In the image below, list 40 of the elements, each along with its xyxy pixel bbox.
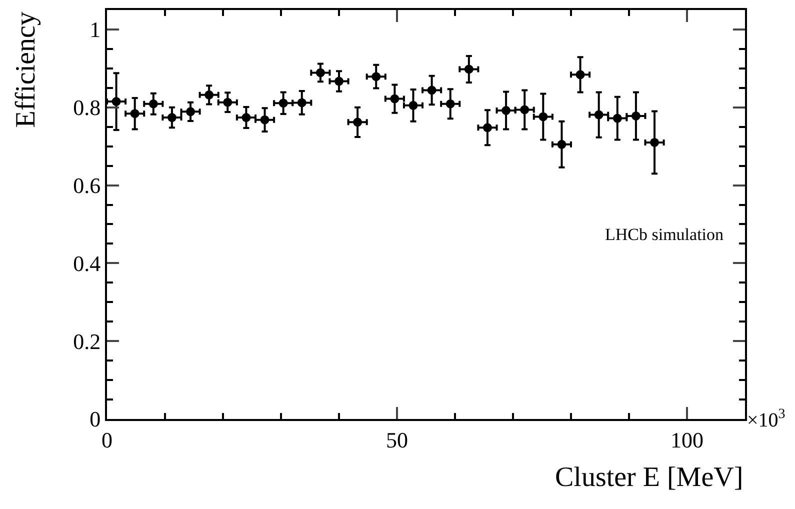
point bbox=[520, 105, 530, 114]
text: ×10$^{3}$ bbox=[747, 407, 786, 432]
point bbox=[502, 106, 511, 115]
point bbox=[334, 76, 344, 86]
x-tick-label: 50 bbox=[386, 427, 408, 452]
point bbox=[482, 123, 492, 132]
point bbox=[297, 98, 306, 108]
point bbox=[316, 68, 325, 78]
y-tick-label: 1 bbox=[90, 17, 101, 42]
point bbox=[612, 114, 622, 123]
point bbox=[148, 99, 158, 108]
point bbox=[631, 111, 640, 120]
point bbox=[278, 98, 288, 108]
y-tick-label: 0.8 bbox=[73, 95, 101, 120]
point bbox=[167, 113, 176, 122]
point bbox=[223, 98, 232, 107]
y-tick-label: 0 bbox=[90, 406, 101, 432]
point bbox=[390, 94, 400, 104]
point bbox=[242, 113, 251, 122]
point bbox=[260, 115, 270, 124]
point bbox=[353, 118, 362, 127]
point bbox=[576, 70, 585, 80]
point bbox=[594, 110, 604, 120]
point bbox=[557, 140, 566, 149]
point bbox=[538, 112, 548, 122]
y-axis-title: Efficiency bbox=[10, 12, 42, 128]
point bbox=[446, 99, 455, 108]
annotation: LHCb simulation bbox=[605, 225, 724, 244]
y-tick-label: 0.2 bbox=[73, 328, 101, 354]
point bbox=[427, 86, 436, 95]
point bbox=[112, 97, 121, 106]
point bbox=[650, 138, 660, 147]
y-tick-label: 0.6 bbox=[73, 172, 101, 198]
x-axis-title: Cluster E [MeV] bbox=[555, 462, 744, 493]
point bbox=[372, 72, 381, 82]
point bbox=[130, 109, 140, 118]
point bbox=[408, 100, 418, 110]
y-tick-label: 0.4 bbox=[73, 250, 101, 276]
x-tick-label: 100 bbox=[670, 427, 704, 452]
point bbox=[464, 64, 474, 74]
